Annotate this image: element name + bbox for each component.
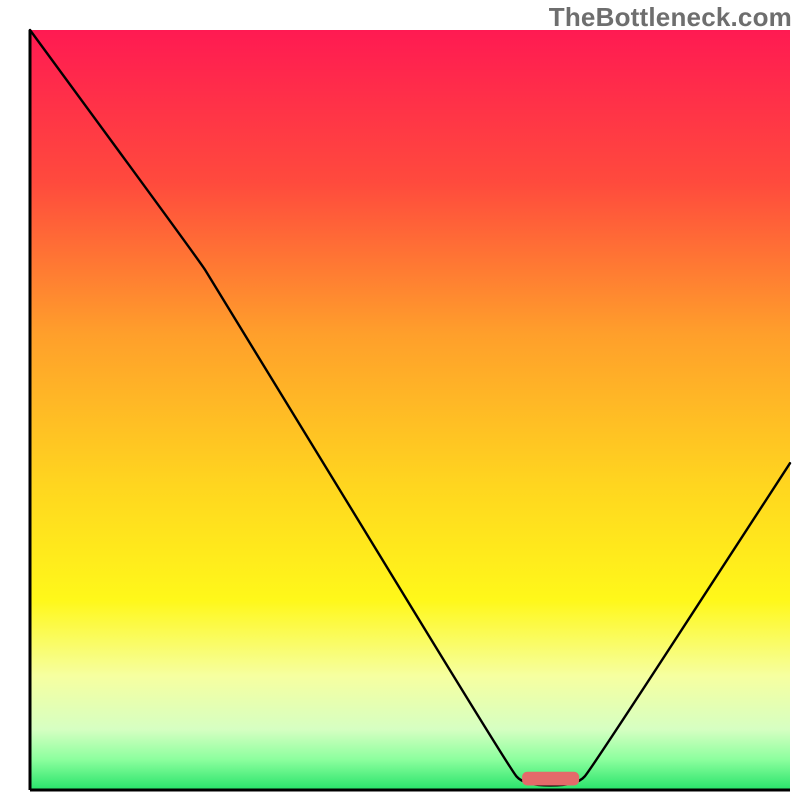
- chart-svg: [0, 0, 800, 800]
- plot-background: [30, 30, 790, 790]
- watermark-text: TheBottleneck.com: [549, 2, 792, 33]
- optimal-zone-marker: [522, 772, 579, 786]
- bottleneck-chart: TheBottleneck.com: [0, 0, 800, 800]
